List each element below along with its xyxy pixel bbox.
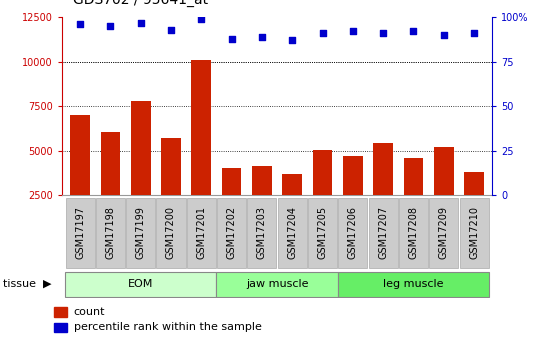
Bar [70, 115, 90, 239]
Text: GSM17198: GSM17198 [105, 206, 115, 259]
Text: GSM17208: GSM17208 [408, 206, 419, 259]
Bar [459, 198, 489, 268]
Text: GSM17203: GSM17203 [257, 206, 267, 259]
Bar [96, 198, 125, 268]
Bar [161, 138, 181, 239]
Bar [434, 147, 454, 239]
Bar [126, 198, 155, 268]
Bar [429, 198, 458, 268]
Bar [308, 198, 337, 268]
Bar [313, 150, 332, 239]
Point [288, 38, 296, 43]
Point [318, 30, 327, 36]
Bar [404, 158, 423, 239]
Text: count: count [74, 307, 105, 317]
Text: tissue  ▶: tissue ▶ [3, 279, 51, 289]
Bar [399, 198, 428, 268]
Text: GSM17210: GSM17210 [469, 206, 479, 259]
Bar [216, 272, 338, 297]
Text: jaw muscle: jaw muscle [246, 279, 308, 289]
Text: EOM: EOM [128, 279, 153, 289]
Text: GSM17200: GSM17200 [166, 206, 176, 259]
Point [409, 29, 418, 34]
Bar [101, 132, 120, 239]
Text: GDS702 / 95641_at: GDS702 / 95641_at [73, 0, 208, 7]
Text: GSM17202: GSM17202 [226, 206, 237, 259]
Bar [464, 172, 484, 239]
Bar [54, 323, 67, 332]
Point [227, 36, 236, 41]
Bar [343, 156, 363, 239]
Bar [282, 174, 302, 239]
Bar [187, 198, 216, 268]
Text: GSM17201: GSM17201 [196, 206, 206, 259]
Bar [247, 198, 277, 268]
Text: GSM17207: GSM17207 [378, 206, 388, 259]
Text: leg muscle: leg muscle [383, 279, 444, 289]
Text: GSM17209: GSM17209 [439, 206, 449, 259]
Bar [66, 198, 95, 268]
Point [258, 34, 266, 40]
Bar [338, 198, 367, 268]
Point [136, 20, 145, 25]
Point [440, 32, 448, 38]
Bar [217, 198, 246, 268]
Bar [65, 272, 216, 297]
Text: GSM17204: GSM17204 [287, 206, 297, 259]
Point [470, 30, 478, 36]
Bar [222, 168, 242, 239]
Bar [192, 60, 211, 239]
Text: GSM17199: GSM17199 [136, 206, 146, 259]
Bar [131, 101, 151, 239]
Bar [157, 198, 186, 268]
Text: GSM17206: GSM17206 [348, 206, 358, 259]
Bar [278, 198, 307, 268]
Text: GSM17197: GSM17197 [75, 206, 85, 259]
Point [76, 22, 84, 27]
Bar [252, 167, 272, 239]
Point [197, 16, 206, 22]
Text: percentile rank within the sample: percentile rank within the sample [74, 323, 261, 332]
Bar [338, 272, 489, 297]
Bar [373, 144, 393, 239]
Point [349, 29, 357, 34]
Point [106, 23, 115, 29]
Point [379, 30, 387, 36]
Text: GSM17205: GSM17205 [317, 206, 328, 259]
Point [167, 27, 175, 32]
Bar [54, 307, 67, 317]
Bar [369, 198, 398, 268]
